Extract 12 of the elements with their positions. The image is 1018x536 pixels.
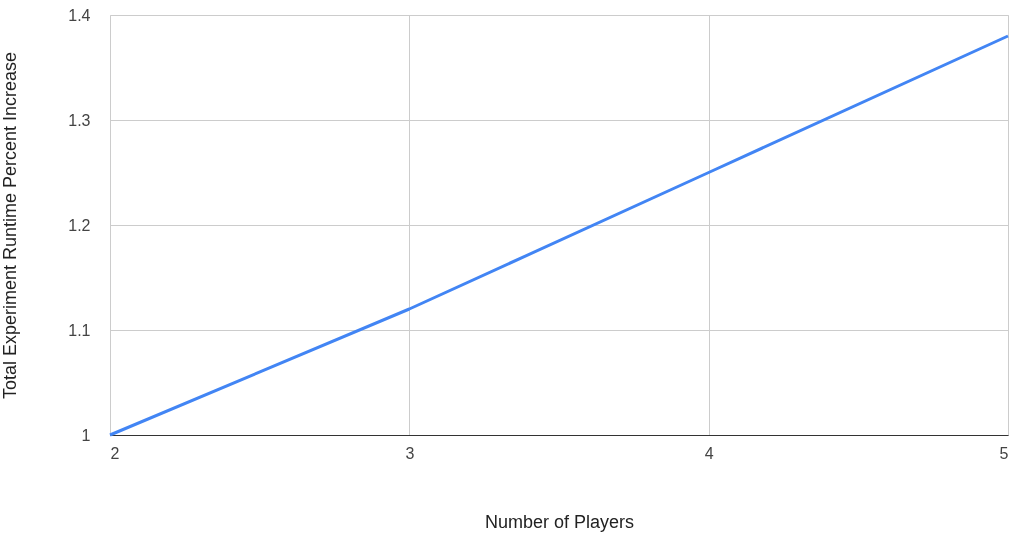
x-tick-label: 2 xyxy=(110,444,120,462)
x-tick-label: 3 xyxy=(405,444,415,462)
x-tick-label: 5 xyxy=(999,444,1009,462)
y-tick-label: 1.1 xyxy=(68,321,91,339)
x-axis-title: Number of Players xyxy=(484,511,635,532)
y-tick-label: 1 xyxy=(81,426,91,444)
line-series xyxy=(108,34,1010,437)
x-tick-label: 4 xyxy=(704,444,714,462)
y-tick-label: 1.2 xyxy=(68,216,91,234)
y-tick-label: 1.3 xyxy=(68,111,91,129)
y-axis-title: Total Experiment Runtime Percent Increase xyxy=(0,51,21,400)
y-tick-label: 1.4 xyxy=(68,6,91,24)
